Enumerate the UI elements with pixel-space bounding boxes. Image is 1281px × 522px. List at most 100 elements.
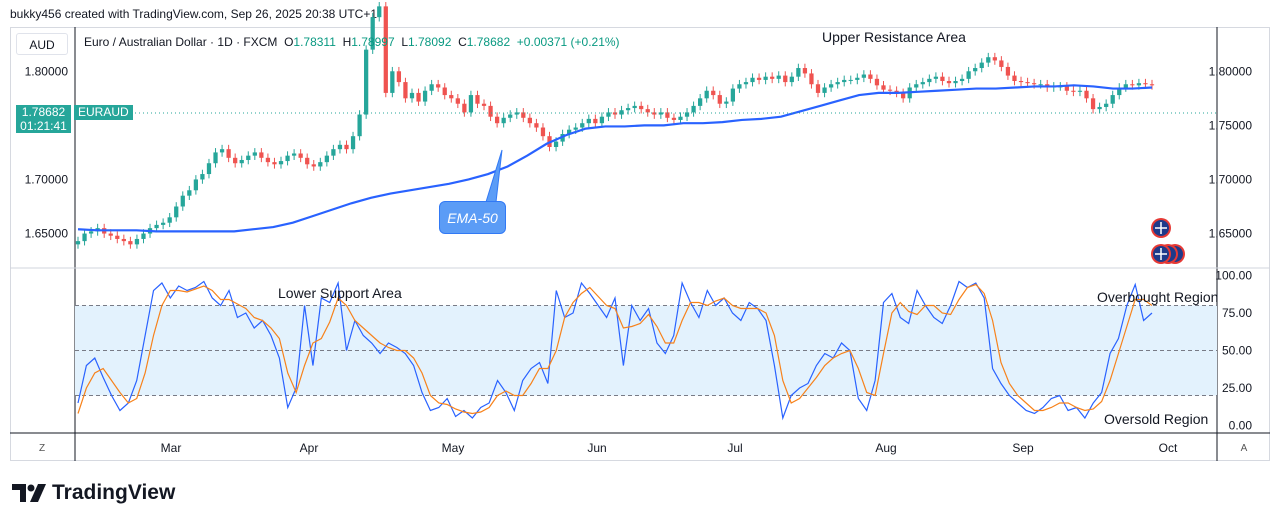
candle-body xyxy=(684,112,690,117)
candle-body xyxy=(567,129,572,135)
candle xyxy=(724,97,729,109)
high-label: H xyxy=(342,35,352,49)
candle xyxy=(305,153,310,169)
candle-body xyxy=(1012,75,1017,82)
candle xyxy=(1110,90,1115,109)
candle xyxy=(1012,71,1017,86)
candle-body xyxy=(239,159,244,164)
candle-body xyxy=(619,110,624,115)
candle xyxy=(521,108,526,123)
candle-body xyxy=(324,155,329,163)
candle xyxy=(953,76,958,88)
ema-line-group xyxy=(77,84,1153,233)
candle xyxy=(1077,86,1083,97)
candle-body xyxy=(468,95,474,113)
price-tag: 1.78682 01:21:41 xyxy=(16,105,71,133)
candle-body xyxy=(331,149,336,156)
candle-body xyxy=(1136,83,1142,86)
candle-body xyxy=(206,163,212,175)
candle-body xyxy=(828,84,834,88)
candle xyxy=(652,108,657,119)
candle xyxy=(272,157,277,169)
candle-body xyxy=(344,144,349,150)
candle xyxy=(763,72,768,85)
candle-body xyxy=(665,112,670,118)
candle xyxy=(226,144,231,163)
candle xyxy=(756,73,762,85)
tradingview-logo: TradingView xyxy=(12,481,175,505)
candle-body xyxy=(514,112,519,115)
candle xyxy=(946,76,952,88)
candle-body xyxy=(822,87,827,93)
candle-body xyxy=(180,195,185,207)
candle-body xyxy=(429,84,434,91)
candle xyxy=(409,88,415,103)
candle-body xyxy=(134,238,140,245)
candle xyxy=(527,113,532,128)
candle xyxy=(449,90,454,103)
candle xyxy=(567,125,572,139)
candle-body xyxy=(730,88,736,102)
candle-body xyxy=(835,82,840,85)
flag-icon[interactable] xyxy=(1151,218,1171,238)
candle-body xyxy=(1143,83,1148,85)
candle xyxy=(468,90,474,117)
candle-body xyxy=(161,222,166,225)
candle xyxy=(252,148,257,160)
time-tick-label: Sep xyxy=(1012,441,1034,455)
a-button[interactable]: A xyxy=(1240,443,1248,454)
open-value: 1.78311 xyxy=(293,35,336,49)
candle xyxy=(331,144,336,160)
candle xyxy=(940,72,945,86)
candle-body xyxy=(750,77,755,83)
candle-body xyxy=(606,112,611,117)
candle-body xyxy=(639,105,644,110)
tradingview-logo-icon xyxy=(12,484,46,502)
candle-body xyxy=(789,76,794,83)
candle-body xyxy=(115,235,120,239)
candle-body xyxy=(914,84,919,88)
candle xyxy=(88,227,94,238)
candle-body xyxy=(724,101,729,104)
change-value: +0.00371 (+0.21%) xyxy=(516,35,620,49)
candle-body xyxy=(291,153,297,156)
candle xyxy=(828,79,834,92)
candle-body xyxy=(920,82,925,85)
candle xyxy=(259,148,264,163)
candle xyxy=(927,74,932,87)
low-value: 1.78092 xyxy=(408,35,452,49)
candle xyxy=(717,90,722,109)
oscillator-tick-label: 25.00 xyxy=(1222,381,1252,395)
candle xyxy=(337,140,343,154)
candle-body xyxy=(868,74,873,79)
candle-body xyxy=(992,57,997,61)
candle xyxy=(802,63,808,78)
close-label: C xyxy=(458,35,467,49)
candle-body xyxy=(979,62,984,69)
events-icon[interactable] xyxy=(1151,244,1185,264)
price-tick-label: 1.75000 xyxy=(1209,118,1253,132)
candle-body xyxy=(586,118,591,124)
candle xyxy=(684,108,690,122)
candle-body xyxy=(75,241,81,245)
candle xyxy=(835,77,840,89)
ema-label: EMA-50 xyxy=(439,201,506,234)
candle-body xyxy=(737,84,742,89)
candle xyxy=(711,86,716,100)
overbought-annotation: Overbought Region xyxy=(1097,289,1219,305)
candle xyxy=(501,113,506,128)
z-button[interactable]: Z xyxy=(38,443,46,454)
candle-body xyxy=(1090,98,1096,110)
candle xyxy=(324,151,329,167)
candle-body xyxy=(311,164,316,167)
candle-body xyxy=(1038,84,1043,86)
candle xyxy=(357,110,362,141)
candle-body xyxy=(442,87,447,96)
candle-body xyxy=(658,112,663,115)
currency-button[interactable]: AUD xyxy=(16,33,68,55)
candle xyxy=(383,2,388,98)
candle xyxy=(704,86,709,103)
candle-body xyxy=(121,238,126,242)
candle xyxy=(422,86,428,106)
